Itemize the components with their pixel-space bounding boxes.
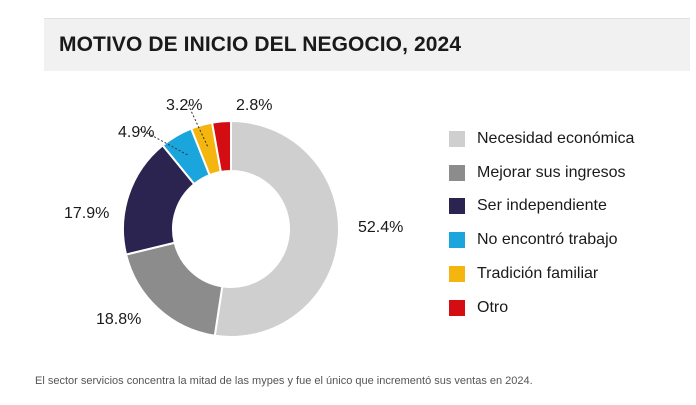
legend-swatch [449, 266, 465, 283]
slice-value-label: 4.9% [118, 124, 154, 141]
legend-label: Otro [477, 298, 509, 316]
slice-value-label: 52.4% [358, 219, 403, 236]
slice-value-label: 18.8% [96, 311, 141, 328]
legend-item: Ser independiente [449, 190, 689, 224]
legend-item: Tradición familiar [449, 257, 689, 291]
donut-slice [210, 119, 232, 174]
chart-title-bar: MOTIVO DE INICIO DEL NEGOCIO, 2024 [44, 18, 690, 71]
figure-caption: El sector servicios concentra la mitad d… [35, 375, 533, 387]
legend-label: No encontró trabajo [477, 231, 618, 249]
legend-label: Necesidad económica [477, 129, 635, 147]
legend-label: Ser independiente [477, 197, 607, 215]
legend-swatch [449, 130, 465, 147]
donut-slice [213, 119, 341, 338]
legend-item: Necesidad económica [449, 122, 689, 156]
legend-item: Otro [449, 291, 689, 325]
slice-value-label: 2.8% [236, 97, 272, 114]
legend-swatch [449, 198, 465, 215]
legend-label: Tradición familiar [477, 265, 599, 283]
slice-value-label: 3.2% [166, 97, 202, 114]
leader-line [137, 127, 188, 156]
leader-line [185, 99, 208, 147]
legend-item: Mejorar sus ingresos [449, 156, 689, 190]
legend-swatch [449, 232, 465, 249]
donut-chart: 52.4% 18.8% 17.9% 4.9% 3.2% 2.8% [64, 97, 403, 338]
legend-item: No encontró trabajo [449, 223, 689, 257]
legend-swatch [449, 164, 465, 181]
legend-swatch [449, 299, 465, 316]
slice-value-label: 17.9% [64, 205, 109, 222]
chart-legend: Necesidad económica Mejorar sus ingresos… [449, 122, 689, 325]
chart-title: MOTIVO DE INICIO DEL NEGOCIO, 2024 [59, 33, 462, 56]
legend-label: Mejorar sus ingresos [477, 163, 626, 181]
